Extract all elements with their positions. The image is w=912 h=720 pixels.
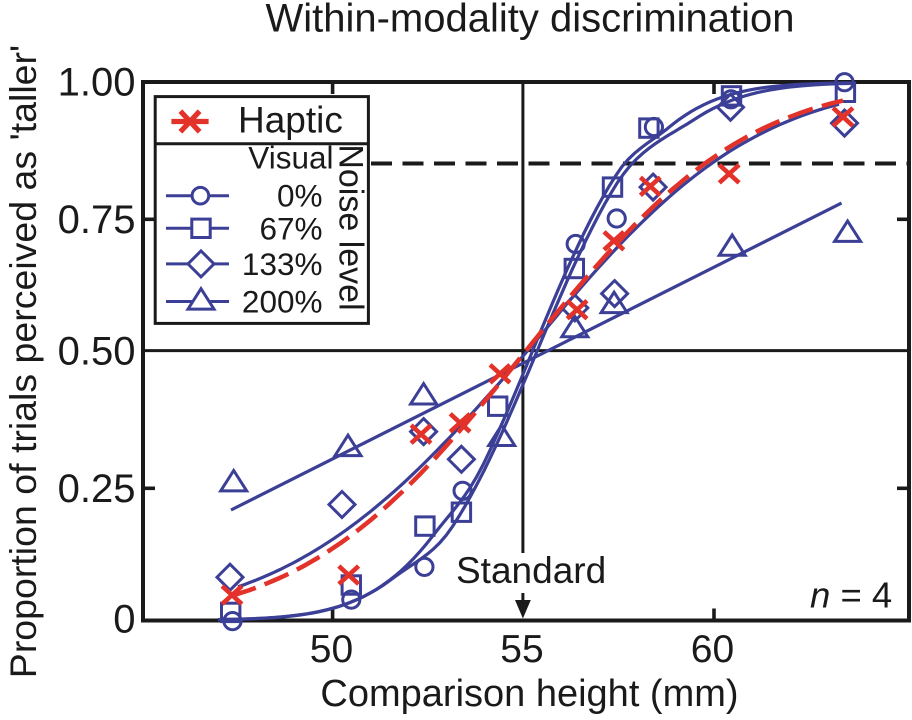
svg-text:Comparison height (mm): Comparison height (mm) bbox=[320, 673, 738, 715]
svg-text:133%: 133% bbox=[242, 246, 323, 282]
svg-text:n = 4: n = 4 bbox=[810, 575, 892, 616]
svg-text:50: 50 bbox=[310, 628, 353, 671]
svg-text:200%: 200% bbox=[242, 284, 323, 320]
svg-text:60: 60 bbox=[691, 628, 734, 671]
svg-text:Within-modality discrimination: Within-modality discrimination bbox=[265, 0, 794, 41]
svg-text:Visual: Visual bbox=[248, 140, 333, 176]
svg-text:0%: 0% bbox=[277, 178, 323, 214]
svg-text:1.00: 1.00 bbox=[58, 61, 136, 105]
svg-text:Standard: Standard bbox=[456, 550, 606, 591]
svg-text:0.50: 0.50 bbox=[58, 330, 136, 374]
svg-text:0: 0 bbox=[113, 598, 135, 642]
svg-text:0.75: 0.75 bbox=[58, 198, 136, 242]
svg-text:67%: 67% bbox=[259, 210, 322, 246]
svg-text:Noise level: Noise level bbox=[332, 144, 370, 310]
svg-text:Proportion of trials perceived: Proportion of trials perceived as 'talle… bbox=[2, 45, 44, 678]
svg-text:0.25: 0.25 bbox=[58, 467, 136, 511]
svg-text:Haptic: Haptic bbox=[238, 100, 343, 141]
svg-text:55: 55 bbox=[500, 628, 543, 671]
